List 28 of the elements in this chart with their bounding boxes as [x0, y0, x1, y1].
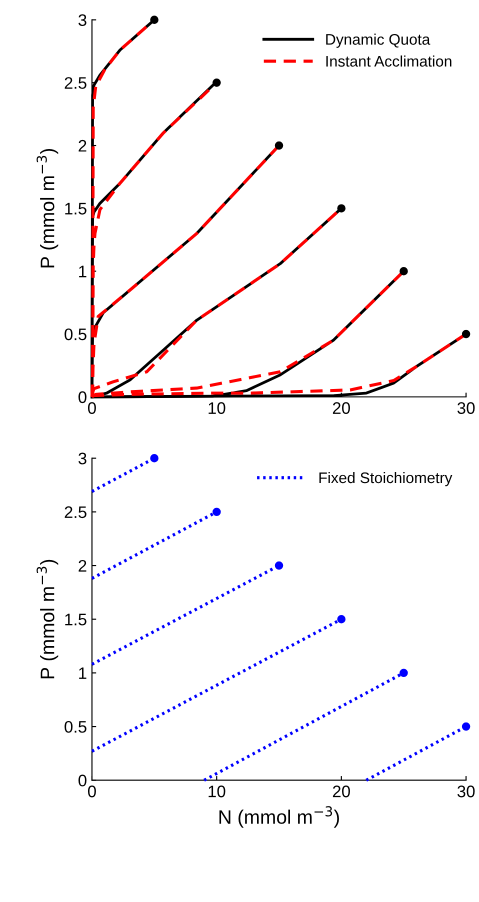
x-tick-label: 20 — [332, 786, 350, 798]
legend-label: Instant Acclimation — [326, 55, 452, 67]
x-tick-label: 0 — [88, 786, 96, 798]
y-tick-label: 0 — [78, 774, 86, 786]
y-tick-label: 2 — [78, 140, 86, 152]
x-tick-label: 10 — [208, 786, 226, 798]
x-tick-label: 30 — [457, 402, 475, 414]
y-tick-label: 2.5 — [64, 77, 86, 89]
y-tick-label: 1.5 — [65, 614, 86, 626]
y-tick-label: 1.5 — [65, 202, 86, 215]
y-tick-label: 0 — [78, 391, 86, 404]
y-tick-label: 3 — [78, 452, 86, 464]
y-axis-title: P (mmol m$^{−3}$) — [36, 149, 58, 268]
x-axis-title: N (mmol m$^{−3}$) — [219, 806, 339, 828]
y-tick-label: 2.5 — [64, 506, 86, 518]
x-tick-label: 0 — [88, 402, 96, 414]
y-tick-label: 2 — [78, 560, 86, 572]
y-axis-title: P (mmol m$^{−3}$) — [36, 560, 58, 678]
x-tick-label: 30 — [457, 786, 475, 798]
legend-label: Fixed Stoichiometry — [319, 472, 452, 486]
y-tick-label: 1 — [79, 266, 86, 278]
y-tick-label: 1 — [79, 667, 86, 679]
y-tick-label: 0.5 — [64, 720, 86, 733]
legend-label: Dynamic Quota — [326, 34, 430, 48]
y-tick-label: 0.5 — [64, 328, 86, 340]
x-tick-label: 10 — [208, 402, 226, 414]
x-tick-label: 20 — [332, 402, 350, 414]
y-tick-label: 3 — [78, 14, 86, 26]
